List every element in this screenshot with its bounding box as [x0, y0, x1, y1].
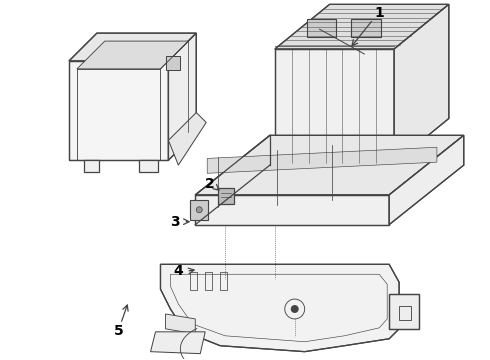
Polygon shape — [218, 188, 234, 204]
Text: 1: 1 — [374, 6, 384, 20]
Text: 3: 3 — [171, 215, 180, 229]
Polygon shape — [167, 56, 180, 70]
Polygon shape — [307, 19, 337, 37]
Polygon shape — [190, 200, 208, 220]
Polygon shape — [275, 49, 394, 163]
Polygon shape — [169, 33, 196, 160]
Polygon shape — [69, 33, 196, 61]
Polygon shape — [84, 160, 99, 172]
Bar — [399, 306, 411, 320]
Polygon shape — [196, 195, 389, 225]
Bar — [205, 272, 212, 290]
Text: 4: 4 — [173, 264, 183, 278]
Text: 2: 2 — [205, 177, 215, 191]
Circle shape — [291, 305, 299, 313]
Polygon shape — [207, 147, 437, 173]
Polygon shape — [275, 4, 449, 49]
Circle shape — [196, 207, 202, 213]
Polygon shape — [150, 332, 205, 354]
Bar — [220, 272, 227, 290]
Polygon shape — [389, 135, 464, 225]
Polygon shape — [169, 113, 206, 165]
Bar — [190, 272, 197, 290]
Polygon shape — [161, 264, 399, 352]
Polygon shape — [394, 4, 449, 163]
Polygon shape — [69, 61, 169, 160]
Polygon shape — [389, 294, 419, 329]
Polygon shape — [77, 41, 188, 69]
Polygon shape — [139, 160, 158, 172]
Polygon shape — [351, 19, 381, 37]
Polygon shape — [196, 135, 464, 195]
Text: 5: 5 — [114, 324, 123, 338]
Polygon shape — [166, 314, 196, 334]
